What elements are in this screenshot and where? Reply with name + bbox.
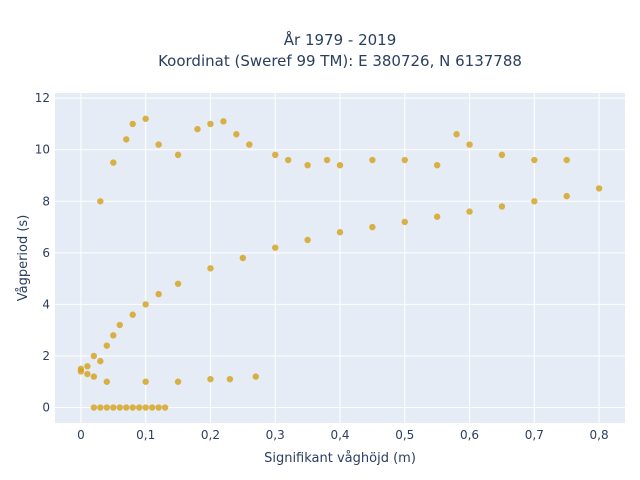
y-tick-label: 8 <box>42 194 50 208</box>
data-point <box>174 280 182 287</box>
data-point <box>129 404 136 411</box>
chart-title-line1: År 1979 - 2019 <box>284 30 397 49</box>
data-point <box>90 352 98 360</box>
data-point <box>304 161 311 169</box>
data-point <box>155 404 162 411</box>
data-point <box>97 198 104 205</box>
data-point <box>595 185 603 192</box>
data-point <box>90 373 98 380</box>
x-axis-label: Signifikant våghöjd (m) <box>264 451 416 466</box>
data-point <box>116 404 123 411</box>
data-point <box>84 363 91 370</box>
x-tick-labels: 0 0,1 0,2 0,3 0,4 0,5 0,6 0,7 0,8 <box>77 428 609 442</box>
data-point <box>97 404 104 411</box>
y-tick-label: 4 <box>42 297 50 311</box>
data-point <box>272 244 279 251</box>
data-point <box>369 156 376 164</box>
data-point <box>433 213 441 220</box>
data-point <box>123 404 130 411</box>
data-point <box>174 151 182 159</box>
x-tick-label: 0 <box>77 428 85 442</box>
y-tick-label: 2 <box>42 349 50 363</box>
data-point <box>498 203 506 210</box>
data-point <box>103 342 111 349</box>
x-tick-label: 0,1 <box>136 428 155 442</box>
y-tick-label: 0 <box>42 401 50 415</box>
data-point <box>323 156 331 164</box>
data-point <box>129 311 136 318</box>
x-tick-label: 0,5 <box>395 428 414 442</box>
data-point <box>401 218 408 226</box>
y-axis-label: Vågperiod (s) <box>16 215 31 302</box>
x-tick-label: 0,6 <box>460 428 479 442</box>
data-point <box>246 141 253 148</box>
data-point <box>336 229 344 236</box>
data-point <box>304 236 311 244</box>
data-point <box>155 141 162 148</box>
data-point <box>116 321 123 329</box>
data-point <box>336 161 344 169</box>
x-tick-label: 0,3 <box>266 428 285 442</box>
data-point <box>174 378 182 385</box>
data-point <box>563 156 570 164</box>
y-tick-label: 6 <box>42 246 50 260</box>
data-points <box>77 115 603 411</box>
data-point <box>207 265 214 272</box>
data-point <box>401 156 408 164</box>
data-point <box>226 375 234 383</box>
data-point <box>97 357 104 365</box>
data-point <box>233 131 240 138</box>
data-point <box>466 208 473 215</box>
data-point <box>142 378 149 385</box>
data-point <box>531 156 538 164</box>
data-point <box>433 161 441 169</box>
data-point <box>220 118 227 125</box>
data-point <box>148 404 156 411</box>
data-point <box>110 404 117 411</box>
x-tick-label: 0,4 <box>330 428 349 442</box>
data-point <box>142 404 149 411</box>
data-point <box>272 151 279 159</box>
y-tick-label: 12 <box>35 91 50 105</box>
data-point <box>161 404 169 411</box>
data-point <box>194 125 201 133</box>
data-point <box>142 301 149 308</box>
data-point <box>123 136 130 143</box>
data-point <box>453 131 460 138</box>
data-point <box>103 404 111 411</box>
data-point <box>77 365 85 373</box>
data-point <box>284 156 292 164</box>
data-point <box>129 120 136 128</box>
data-point <box>136 404 143 411</box>
y-tick-labels: 0 2 4 6 8 10 12 <box>35 91 50 414</box>
data-point <box>207 375 214 383</box>
chart-title-line2: Koordinat (Sweref 99 TM): E 380726, N 61… <box>158 52 522 70</box>
y-tick-label: 10 <box>35 143 50 157</box>
data-point <box>252 373 259 380</box>
x-tick-label: 0,2 <box>201 428 220 442</box>
data-point <box>84 370 91 378</box>
x-tick-label: 0,7 <box>525 428 544 442</box>
data-point <box>110 159 117 166</box>
data-point <box>563 192 570 200</box>
data-point <box>142 115 149 122</box>
grid <box>55 93 625 423</box>
data-point <box>155 290 162 298</box>
data-point <box>498 151 506 159</box>
data-point <box>531 198 538 205</box>
data-point <box>369 223 376 231</box>
data-point <box>239 254 247 262</box>
data-point <box>103 378 111 385</box>
data-point <box>207 120 214 128</box>
x-tick-label: 0,8 <box>590 428 609 442</box>
data-point <box>466 141 473 148</box>
data-point <box>110 332 117 339</box>
data-point <box>90 404 98 411</box>
